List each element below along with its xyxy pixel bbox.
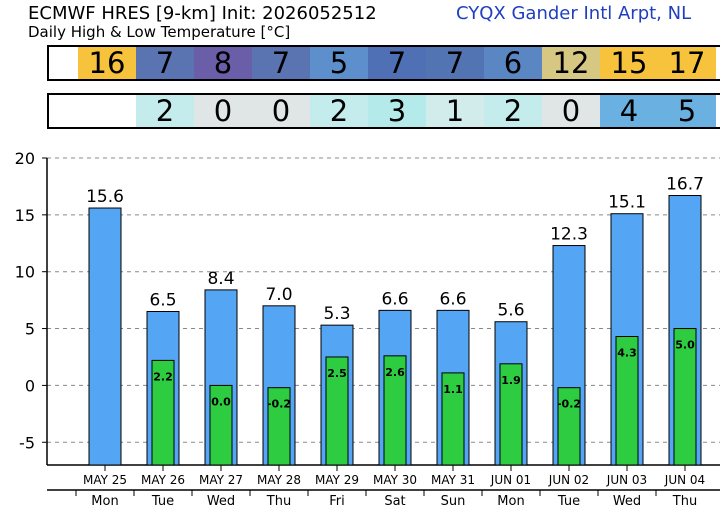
high-cell-1: 16	[78, 46, 136, 80]
high-temp-label: 12.3	[550, 225, 588, 245]
low-temp-label: -0.2	[557, 398, 581, 411]
x-date-label: MAY 29	[315, 473, 359, 487]
x-weekday-label: Mon	[91, 494, 118, 509]
low-temp-label: 2.2	[153, 370, 173, 383]
high-temp-label: 15.6	[86, 187, 124, 207]
x-date-label: MAY 27	[199, 473, 243, 487]
low-temp-label: 1.9	[501, 374, 521, 387]
x-weekday-label: Sun	[441, 494, 466, 509]
x-weekday-label: Tue	[557, 494, 580, 509]
high-cell-9: 12	[542, 46, 600, 80]
x-weekday-label: Wed	[613, 494, 641, 509]
high-temp-label: 5.3	[323, 304, 350, 324]
x-date-label: MAY 26	[141, 473, 185, 487]
low-temp-label: 4.3	[617, 347, 637, 360]
temperature-bar-chart: -5 0 5 10 15 20 15.6 MAY 25 Mon 6.5 2.2 MAY 26 Tue 8.…	[15, 149, 720, 509]
high-temp-label: 6.5	[149, 291, 176, 311]
low-cell-6: 3	[368, 94, 426, 128]
low-temp-label: 0.0	[211, 395, 231, 408]
high-cell-6: 7	[368, 46, 426, 80]
x-date-label: JUN 02	[548, 473, 589, 487]
y-tick-label: 20	[15, 149, 35, 168]
y-tick-label: 10	[15, 263, 35, 282]
y-tick-label: 0	[25, 376, 35, 395]
high-temp-label: 16.7	[666, 175, 704, 195]
x-weekday-label: Fri	[329, 494, 345, 509]
high-temp-label: 8.4	[207, 269, 234, 289]
high-cell-2: 7	[136, 46, 194, 80]
low-cell-5: 2	[310, 94, 368, 128]
strip-blank-cell	[49, 47, 78, 79]
low-temp-label: 5.0	[675, 339, 695, 352]
high-cell-4: 7	[252, 46, 310, 80]
x-weekday-label: Mon	[497, 494, 524, 509]
y-tick-label: -5	[19, 433, 35, 452]
low-cell-2: 2	[136, 94, 194, 128]
chart-title: ECMWF HRES [9-km] Init: 2026052512	[28, 3, 377, 24]
station-name: CYQX Gander Intl Arpt, NL	[456, 3, 692, 24]
high-temp-label: 5.6	[497, 301, 524, 321]
low-cell-3: 0	[194, 94, 252, 128]
x-date-label: JUN 04	[664, 473, 705, 487]
high-temp-label: 6.6	[381, 289, 408, 309]
low-cell-11: 5	[658, 94, 716, 128]
y-tick-label: 5	[25, 320, 35, 339]
high-temp-label: 6.6	[439, 289, 466, 309]
low-temp-label: -0.2	[267, 398, 291, 411]
high-cell-3: 8	[194, 46, 252, 80]
low-temp-label: 2.6	[385, 366, 405, 379]
high-cell-10: 15	[600, 46, 658, 80]
x-date-label: MAY 25	[83, 473, 127, 487]
low-cell-blank	[78, 95, 136, 127]
high-cell-5: 5	[310, 46, 368, 80]
low-cell-9: 0	[542, 94, 600, 128]
x-weekday-label: Thu	[672, 494, 697, 509]
x-weekday-label: Wed	[207, 494, 235, 509]
x-weekday-label: Tue	[151, 494, 174, 509]
x-weekday-label: Thu	[266, 494, 291, 509]
low-temp-label: 2.5	[327, 367, 347, 380]
x-date-label: JUN 03	[606, 473, 647, 487]
high-temp-label: 7.0	[265, 285, 292, 305]
high-cell-8: 6	[484, 46, 542, 80]
low-cell-10: 4	[600, 94, 658, 128]
low-temp-label: 1.1	[443, 383, 463, 396]
x-date-label: MAY 28	[257, 473, 301, 487]
low-temperature-strip: 2 0 0 2 3 1 2 0 4 5	[47, 93, 720, 129]
x-weekday-label: Sat	[384, 494, 405, 509]
high-cell-7: 7	[426, 46, 484, 80]
x-date-label: MAY 31	[431, 473, 475, 487]
low-cell-7: 1	[426, 94, 484, 128]
x-date-label: JUN 01	[490, 473, 531, 487]
x-date-label: MAY 30	[373, 473, 417, 487]
y-tick-label: 15	[15, 206, 35, 225]
high-temperature-strip: 16 7 8 7 5 7 7 6 12 15 17	[47, 45, 720, 81]
high-temp-label: 15.1	[608, 193, 646, 213]
low-cell-4: 0	[252, 94, 310, 128]
low-cell-8: 2	[484, 94, 542, 128]
strip-blank-cell	[49, 95, 78, 127]
chart-subtitle: Daily High & Low Temperature [°C]	[28, 23, 291, 41]
high-cell-11: 17	[658, 46, 716, 80]
high-temp-bar	[88, 207, 122, 466]
